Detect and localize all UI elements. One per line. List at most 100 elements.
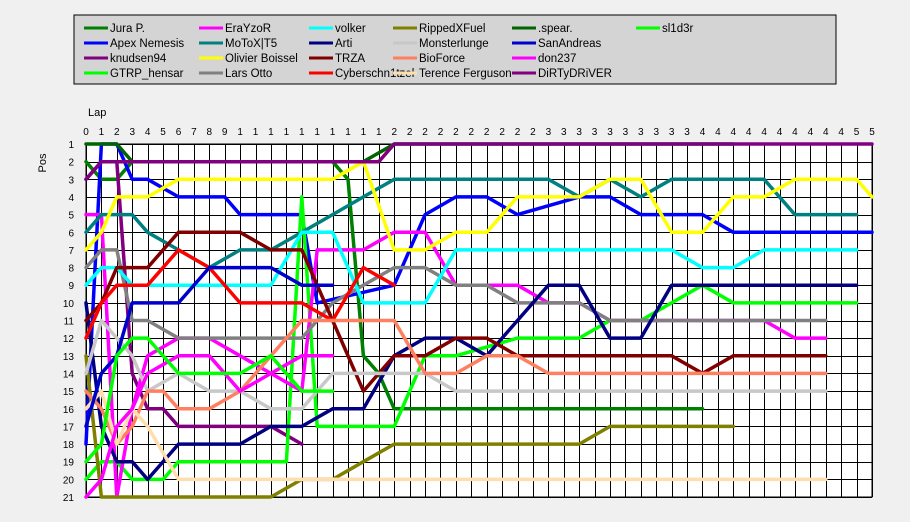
series-line: [84, 336, 335, 464]
x-tick-label: 3: [653, 127, 659, 138]
y-axis-label: Pos: [37, 153, 49, 172]
y-tick-label: 14: [63, 369, 75, 380]
series-line: [84, 354, 736, 499]
series-line: [84, 265, 335, 429]
series-line: [84, 318, 828, 446]
y-tick-label: 13: [63, 352, 75, 363]
legend: Jura P. Apex Nemesis knudsen94 GTRP_hensar E…: [73, 14, 837, 85]
x-tick-label: 0: [83, 127, 89, 138]
y-tick-label: 2: [68, 158, 74, 169]
series-lines: [84, 142, 874, 499]
x-tick-label: 1: [314, 127, 320, 138]
x-tick-label: 1: [345, 127, 351, 138]
legend-label: BioForce: [419, 53, 465, 65]
legend-label: MoToX|T5: [225, 38, 277, 50]
x-tick-label: 4: [792, 127, 798, 138]
legend-label: RippedXFuel: [419, 23, 485, 35]
x-tick-label: 1: [361, 127, 367, 138]
x-tick-label: 1: [237, 127, 243, 138]
legend-label: Apex Nemesis: [110, 38, 184, 50]
legend-label: DiRTyDRiVER: [538, 68, 612, 80]
y-tick-label: 21: [63, 493, 75, 504]
x-tick-label: 2: [407, 127, 413, 138]
x-tick-label: 3: [576, 127, 582, 138]
series-line: [84, 230, 859, 305]
x-tick-label: 2: [515, 127, 521, 138]
series-line: [84, 177, 859, 270]
legend-label: don237: [538, 53, 576, 65]
legend-label: .spear.: [538, 23, 573, 35]
x-tick-label: 5: [854, 127, 860, 138]
x-tick-label: 5: [869, 127, 875, 138]
x-tick-label: 4: [715, 127, 721, 138]
x-tick-label: 2: [438, 127, 444, 138]
x-tick-label: 3: [638, 127, 644, 138]
x-tick-label: 2: [499, 127, 505, 138]
series-line: [84, 283, 859, 482]
x-tick-label: 4: [700, 127, 706, 138]
legend-label: Lars Otto: [225, 68, 272, 80]
x-tick-label: 1: [376, 127, 382, 138]
x-tick-label: 2: [484, 127, 490, 138]
x-tick-label: 3: [592, 127, 598, 138]
x-tick-label: 4: [777, 127, 783, 138]
y-tick-label: 9: [68, 281, 74, 292]
y-tick-label: 7: [68, 246, 74, 257]
y-tick-label: 15: [63, 387, 75, 398]
y-tick-label: 10: [63, 299, 75, 310]
y-tick-label: 18: [63, 440, 75, 451]
legend-label: Olivier Boissel: [225, 53, 298, 65]
y-tick-label: 8: [68, 264, 74, 275]
x-tick-label: 3: [684, 127, 690, 138]
y-tick-label: 20: [63, 475, 75, 486]
x-tick-label: 4: [761, 127, 767, 138]
x-tick-label: 8: [207, 127, 213, 138]
x-tick-label: 1: [284, 127, 290, 138]
y-tick-label: 6: [68, 228, 74, 239]
y-tick-label: 1: [68, 140, 74, 151]
legend-label: Terence Ferguson: [419, 68, 512, 80]
legend-label: SanAndreas: [538, 38, 602, 50]
legend-label: Monsterlunge: [419, 38, 489, 50]
x-tick-label: 4: [808, 127, 814, 138]
legend-label: TRZA: [335, 53, 365, 65]
x-tick-label: 3: [607, 127, 613, 138]
series-line: [84, 230, 828, 393]
legend-label: sl1d3r: [662, 23, 693, 35]
series-line: [84, 248, 828, 340]
x-tick-label: 5: [160, 127, 166, 138]
x-tick-label: 4: [746, 127, 752, 138]
y-tick-label: 17: [63, 422, 75, 433]
legend-label: Cyberschn1tzel: [335, 68, 414, 80]
y-tick-label: 16: [63, 405, 75, 416]
legend-label: GTRP_hensar: [110, 68, 184, 80]
x-tick-label: 7: [191, 127, 197, 138]
x-tick-label: 6: [176, 127, 182, 138]
x-tick-label: 3: [669, 127, 675, 138]
x-tick-label: 3: [623, 127, 629, 138]
y-tick-label: 19: [63, 458, 75, 469]
y-tick-label: 12: [63, 334, 75, 345]
x-tick-label: 2: [422, 127, 428, 138]
y-tick-label: 11: [64, 317, 75, 328]
x-tick-label: 4: [145, 127, 151, 138]
x-tick-label: 2: [114, 127, 120, 138]
x-tick-label: 2: [391, 127, 397, 138]
x-axis-label: Lap: [88, 107, 106, 119]
x-tick-label: 2: [530, 127, 536, 138]
series-line: [84, 159, 874, 252]
series-line: [84, 389, 828, 482]
x-tick-label: 1: [268, 127, 274, 138]
legend-label: volker: [335, 23, 366, 35]
x-tick-label: 1: [330, 127, 336, 138]
x-tick-label: 3: [546, 127, 552, 138]
y-tick-label: 5: [68, 211, 74, 222]
x-tick-label: 1: [253, 127, 259, 138]
legend-label: Jura P.: [110, 23, 145, 35]
x-tick-label: 4: [838, 127, 844, 138]
legend-label: EraYzoR: [225, 23, 271, 35]
y-tick-label: 4: [68, 193, 74, 204]
